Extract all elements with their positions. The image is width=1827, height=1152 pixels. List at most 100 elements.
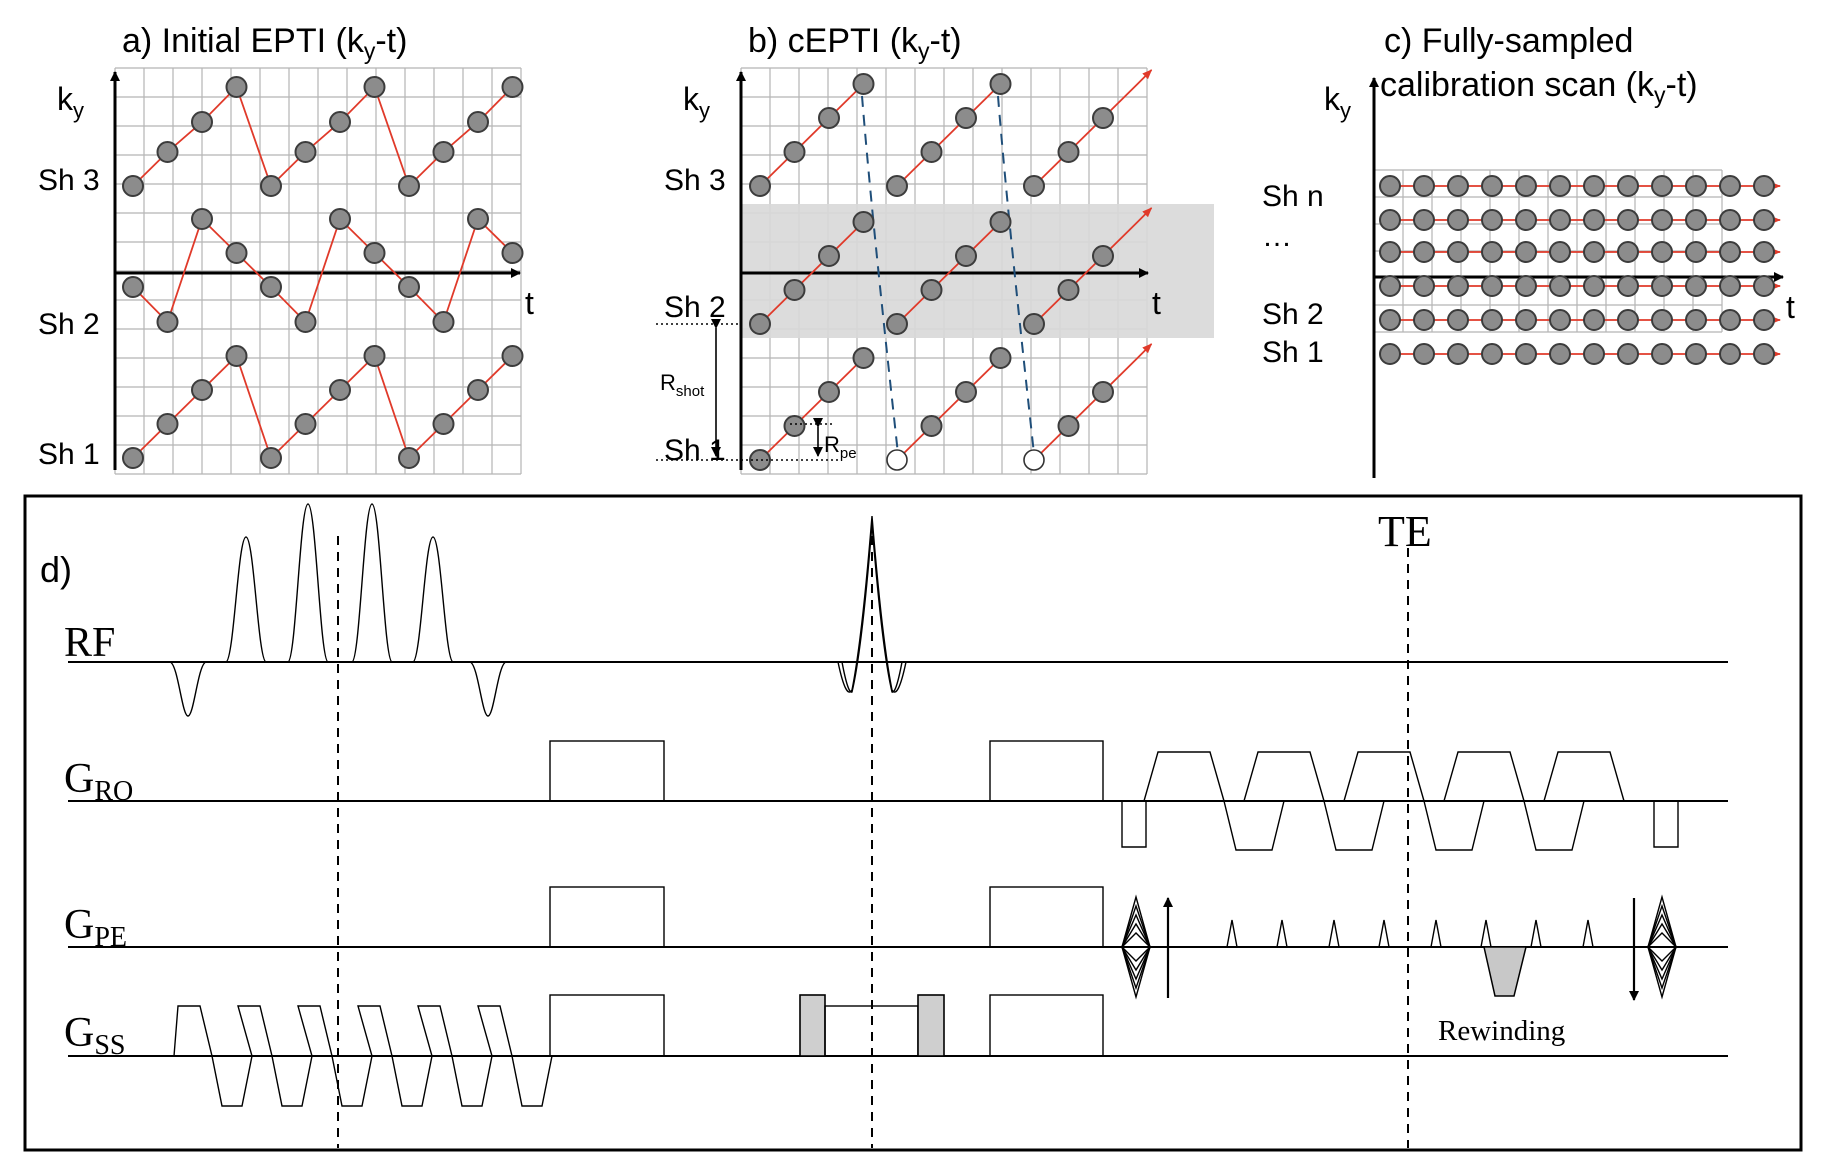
sample-point [1413,343,1435,365]
sample-point [1515,241,1537,263]
sample-point [1447,241,1469,263]
sample-point [1092,245,1114,267]
sample-point [122,276,144,298]
sample-point [225,76,248,98]
blip [1582,919,1594,948]
sample-point [1617,241,1639,263]
panel-b-t-label: t [1152,285,1161,321]
sample-point [294,311,317,333]
rf-subpulse-1 [225,536,267,663]
sample-point [398,175,420,197]
sample-point [989,211,1012,233]
sample-point [1753,309,1775,331]
panel-c: c) Fully-sampled calibration scan (ky-t)… [1262,22,1795,478]
sample-point [1583,343,1605,365]
sample-point [1481,275,1503,297]
sample-point [1685,343,1707,365]
gpe-prephaser-table [1121,894,1151,1000]
cepti-trajectory-segment [896,77,1008,187]
sample-point [1092,381,1114,403]
sample-point [467,111,489,133]
sample-point [1753,343,1775,365]
sample-point [783,141,806,163]
panel-b-dashed-links [861,95,1035,455]
panel-b-shaded-region [742,204,1214,338]
unsampled-point [1023,449,1045,471]
sample-point [783,279,806,301]
sample-point [260,276,282,298]
panel-a-grid [114,67,522,475]
sample-point [1617,309,1639,331]
sample-point [501,242,524,264]
panel-a: a) Initial EPTI (ky-t) ky t Sh 3 Sh 2 Sh… [38,22,534,475]
panel-a-title: a) Initial EPTI (ky-t) [122,22,407,64]
sample-point [989,73,1012,95]
sample-point [852,73,875,95]
sample-point [398,276,420,298]
sample-point [122,175,144,197]
rf-negative-lobe-2 [469,661,507,717]
sample-point [329,379,351,401]
sample-point [1719,275,1741,297]
sample-point [955,245,977,267]
sample-point [1753,241,1775,263]
sample-point [1753,209,1775,231]
sample-point [1651,343,1673,365]
phase-encode-step [1647,894,1677,1000]
sample-point [1447,343,1469,365]
panel-b-shot-label-2: Sh 2 [664,291,726,324]
panel-b-trajectories [749,69,1153,471]
sample-point [749,175,771,197]
sample-point [260,175,282,197]
unsampled-point [886,449,908,471]
sample-point [955,107,977,129]
sample-point [1515,175,1537,197]
panel-c-shot-label-1: Sh 1 [1262,336,1324,369]
panel-a-t-label: t [525,285,534,321]
sample-point [329,208,351,230]
sample-point [1447,275,1469,297]
sample-point [886,313,908,335]
sample-point [1379,275,1401,297]
rf-excitation-pulses [169,503,507,717]
sample-point [1719,175,1741,197]
sample-point [1583,241,1605,263]
sample-point [1651,175,1673,197]
sample-point [467,208,489,230]
gpe-crusher-1 [549,886,665,948]
gss-crusher-right [917,994,945,1057]
sample-point [1583,209,1605,231]
sample-point [363,242,386,264]
te-label: TE [1378,507,1432,556]
panel-d-label: d) [40,549,72,590]
sample-point [156,413,179,435]
sample-point [1413,175,1435,197]
sample-point [1549,309,1571,331]
gpe-blips [1226,919,1594,948]
sample-point [225,345,248,367]
sample-point [1515,343,1537,365]
sample-point [1583,309,1605,331]
gss-crusher-left [799,994,826,1057]
sample-point [1549,175,1571,197]
sample-point [1379,343,1401,365]
gro-epi-readout [1121,751,1679,851]
sample-point [1651,275,1673,297]
sample-point [1651,209,1673,231]
trajectory-shot-1 [132,354,514,460]
sample-point [1379,241,1401,263]
sample-point [1651,241,1673,263]
sample-point [818,245,840,267]
sample-point [955,381,977,403]
panel-a-trajectories [122,76,524,469]
sample-point [1753,275,1775,297]
sample-point [225,242,248,264]
gpe-crusher-2 [989,886,1104,948]
sample-point [1515,209,1537,231]
sample-point [852,211,875,233]
sample-point [1583,275,1605,297]
gpe-rewinder-table [1647,894,1677,1000]
sample-point [1023,313,1045,335]
sample-point [1685,309,1707,331]
